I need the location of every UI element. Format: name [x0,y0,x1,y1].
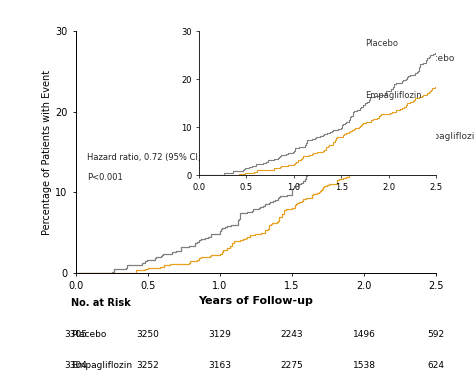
X-axis label: Years of Follow-up: Years of Follow-up [199,296,313,305]
Text: P<0.001: P<0.001 [87,173,123,182]
Text: 3305: 3305 [64,330,87,339]
Text: 624: 624 [428,361,445,370]
Text: Empagliflozin: Empagliflozin [419,132,474,141]
Text: 1496: 1496 [353,330,375,339]
Text: Hazard ratio, 0.72 (95% CI, 0.64–0.82): Hazard ratio, 0.72 (95% CI, 0.64–0.82) [87,153,248,162]
Text: Placebo: Placebo [365,39,398,48]
Text: 3250: 3250 [137,330,159,339]
Text: 3304: 3304 [64,361,87,370]
Text: No. at Risk: No. at Risk [71,298,131,308]
Text: Placebo: Placebo [419,55,454,64]
Text: 2243: 2243 [281,330,303,339]
Text: Placebo: Placebo [71,330,107,339]
Text: 3252: 3252 [137,361,159,370]
Y-axis label: Percentage of Patients with Event: Percentage of Patients with Event [42,69,52,235]
Text: 592: 592 [428,330,445,339]
Text: Empagliflozin: Empagliflozin [365,91,421,100]
Text: 3129: 3129 [209,330,231,339]
Text: Empagliflozin: Empagliflozin [71,361,132,370]
Text: 1538: 1538 [353,361,375,370]
Text: 2275: 2275 [281,361,303,370]
Text: 3163: 3163 [209,361,231,370]
